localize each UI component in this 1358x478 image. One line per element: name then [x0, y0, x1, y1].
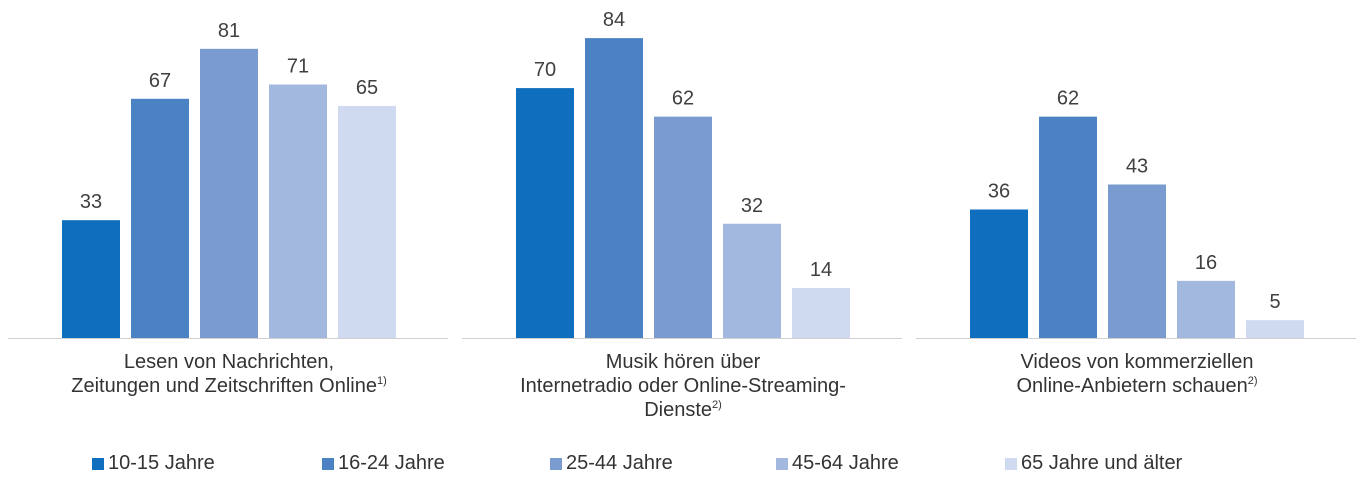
- data-label: 16: [1195, 252, 1217, 274]
- bar: [200, 48, 258, 338]
- chart-area: 33 67 81 71 65 Lesen von Nachrichten, Zeitunge…: [8, 9, 1356, 421]
- data-label: 65: [356, 77, 378, 99]
- bar: [654, 116, 712, 338]
- legend-label: 10-15 Jahre: [108, 452, 215, 474]
- bar: [62, 220, 120, 338]
- legend-item: 10-15 Jahre: [92, 452, 215, 475]
- bar: [516, 88, 574, 338]
- data-label: 62: [1057, 88, 1079, 110]
- data-label: 33: [80, 191, 102, 213]
- bar: [792, 288, 850, 338]
- data-label: 84: [603, 9, 625, 31]
- data-label: 81: [218, 20, 240, 42]
- data-label: 70: [534, 59, 556, 81]
- legend-item: 45-64 Jahre: [776, 452, 899, 475]
- data-label: 67: [149, 70, 171, 92]
- bar: [131, 98, 189, 338]
- legend-swatch: [776, 457, 788, 470]
- legend-label: 16-24 Jahre: [338, 452, 445, 474]
- data-label: 32: [741, 195, 763, 217]
- bar: [970, 209, 1028, 338]
- data-label: 14: [810, 259, 832, 281]
- legend-item: 25-44 Jahre: [550, 452, 673, 475]
- legend-label: 65 Jahre und älter: [1021, 452, 1183, 474]
- bar: [1246, 320, 1304, 338]
- bar: [1108, 184, 1166, 338]
- legend-item: 65 Jahre und älter: [1005, 452, 1182, 475]
- bar: [1039, 116, 1097, 338]
- data-label: 36: [988, 180, 1010, 202]
- bar: [723, 223, 781, 338]
- legend-label: 25-44 Jahre: [566, 452, 673, 474]
- category-label: Musik hören über Internetradio oder Onlin…: [520, 351, 846, 421]
- bar: [338, 105, 396, 338]
- legend: 10-15 Jahre 16-24 Jahre 25-44 Jahre 45-64 J…: [0, 452, 1358, 478]
- legend-swatch: [322, 457, 334, 470]
- category-label: Videos von kommerziellen Online-Anbietern…: [1016, 351, 1257, 397]
- data-label: 62: [672, 88, 694, 110]
- data-label: 43: [1126, 155, 1148, 177]
- bar: [585, 38, 643, 339]
- bar: [1177, 280, 1235, 338]
- bar: [269, 84, 327, 338]
- legend-label: 45-64 Jahre: [792, 452, 899, 474]
- data-label: 71: [287, 56, 309, 78]
- legend-swatch: [92, 457, 104, 470]
- legend-swatch: [1005, 457, 1017, 470]
- legend-swatch: [550, 457, 562, 470]
- category-label: Lesen von Nachrichten, Zeitungen und Zeit…: [71, 351, 387, 397]
- data-label: 5: [1269, 291, 1280, 313]
- legend-item: 16-24 Jahre: [322, 452, 445, 475]
